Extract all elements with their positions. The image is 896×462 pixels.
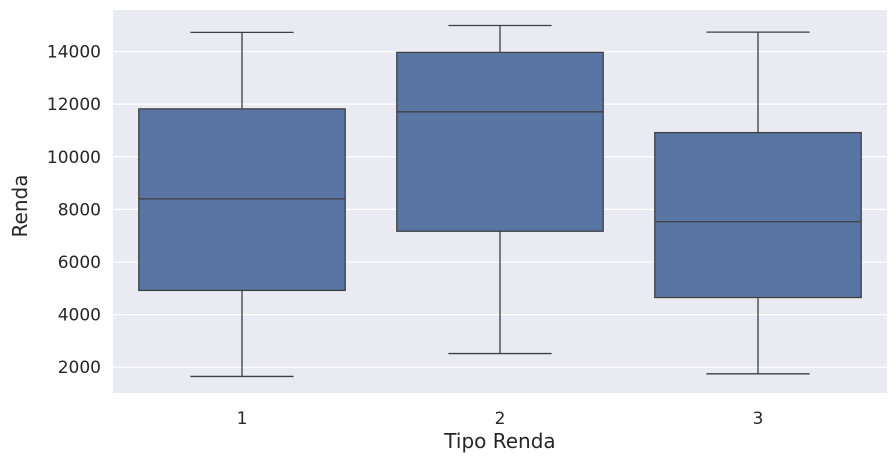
- y-tick-label-6000: 6000: [58, 253, 101, 273]
- iqr-box-3: [654, 131, 862, 299]
- y-tick-label-2000: 2000: [58, 358, 101, 378]
- box-1: [138, 31, 346, 378]
- y-axis-title: Renda: [8, 175, 32, 238]
- iqr-box-2: [396, 51, 604, 232]
- boxes: [138, 24, 862, 378]
- y-tick-labels: 2000 4000 6000 8000 10000 12000 14000: [47, 43, 101, 379]
- y-tick-label-10000: 10000: [47, 148, 101, 168]
- box-2: [396, 24, 604, 355]
- x-tick-label-1: 1: [237, 409, 248, 429]
- x-tick-labels: 1 2 3: [237, 409, 764, 429]
- iqr-box-1: [138, 108, 346, 292]
- y-tick-label-4000: 4000: [58, 306, 101, 326]
- x-axis-title: Tipo Renda: [443, 429, 555, 453]
- y-tick-label-14000: 14000: [47, 43, 101, 63]
- y-tick-label-12000: 12000: [47, 95, 101, 115]
- x-tick-label-2: 2: [495, 409, 506, 429]
- x-tick-label-3: 3: [753, 409, 764, 429]
- y-tick-label-8000: 8000: [58, 200, 101, 220]
- box-3: [654, 31, 862, 375]
